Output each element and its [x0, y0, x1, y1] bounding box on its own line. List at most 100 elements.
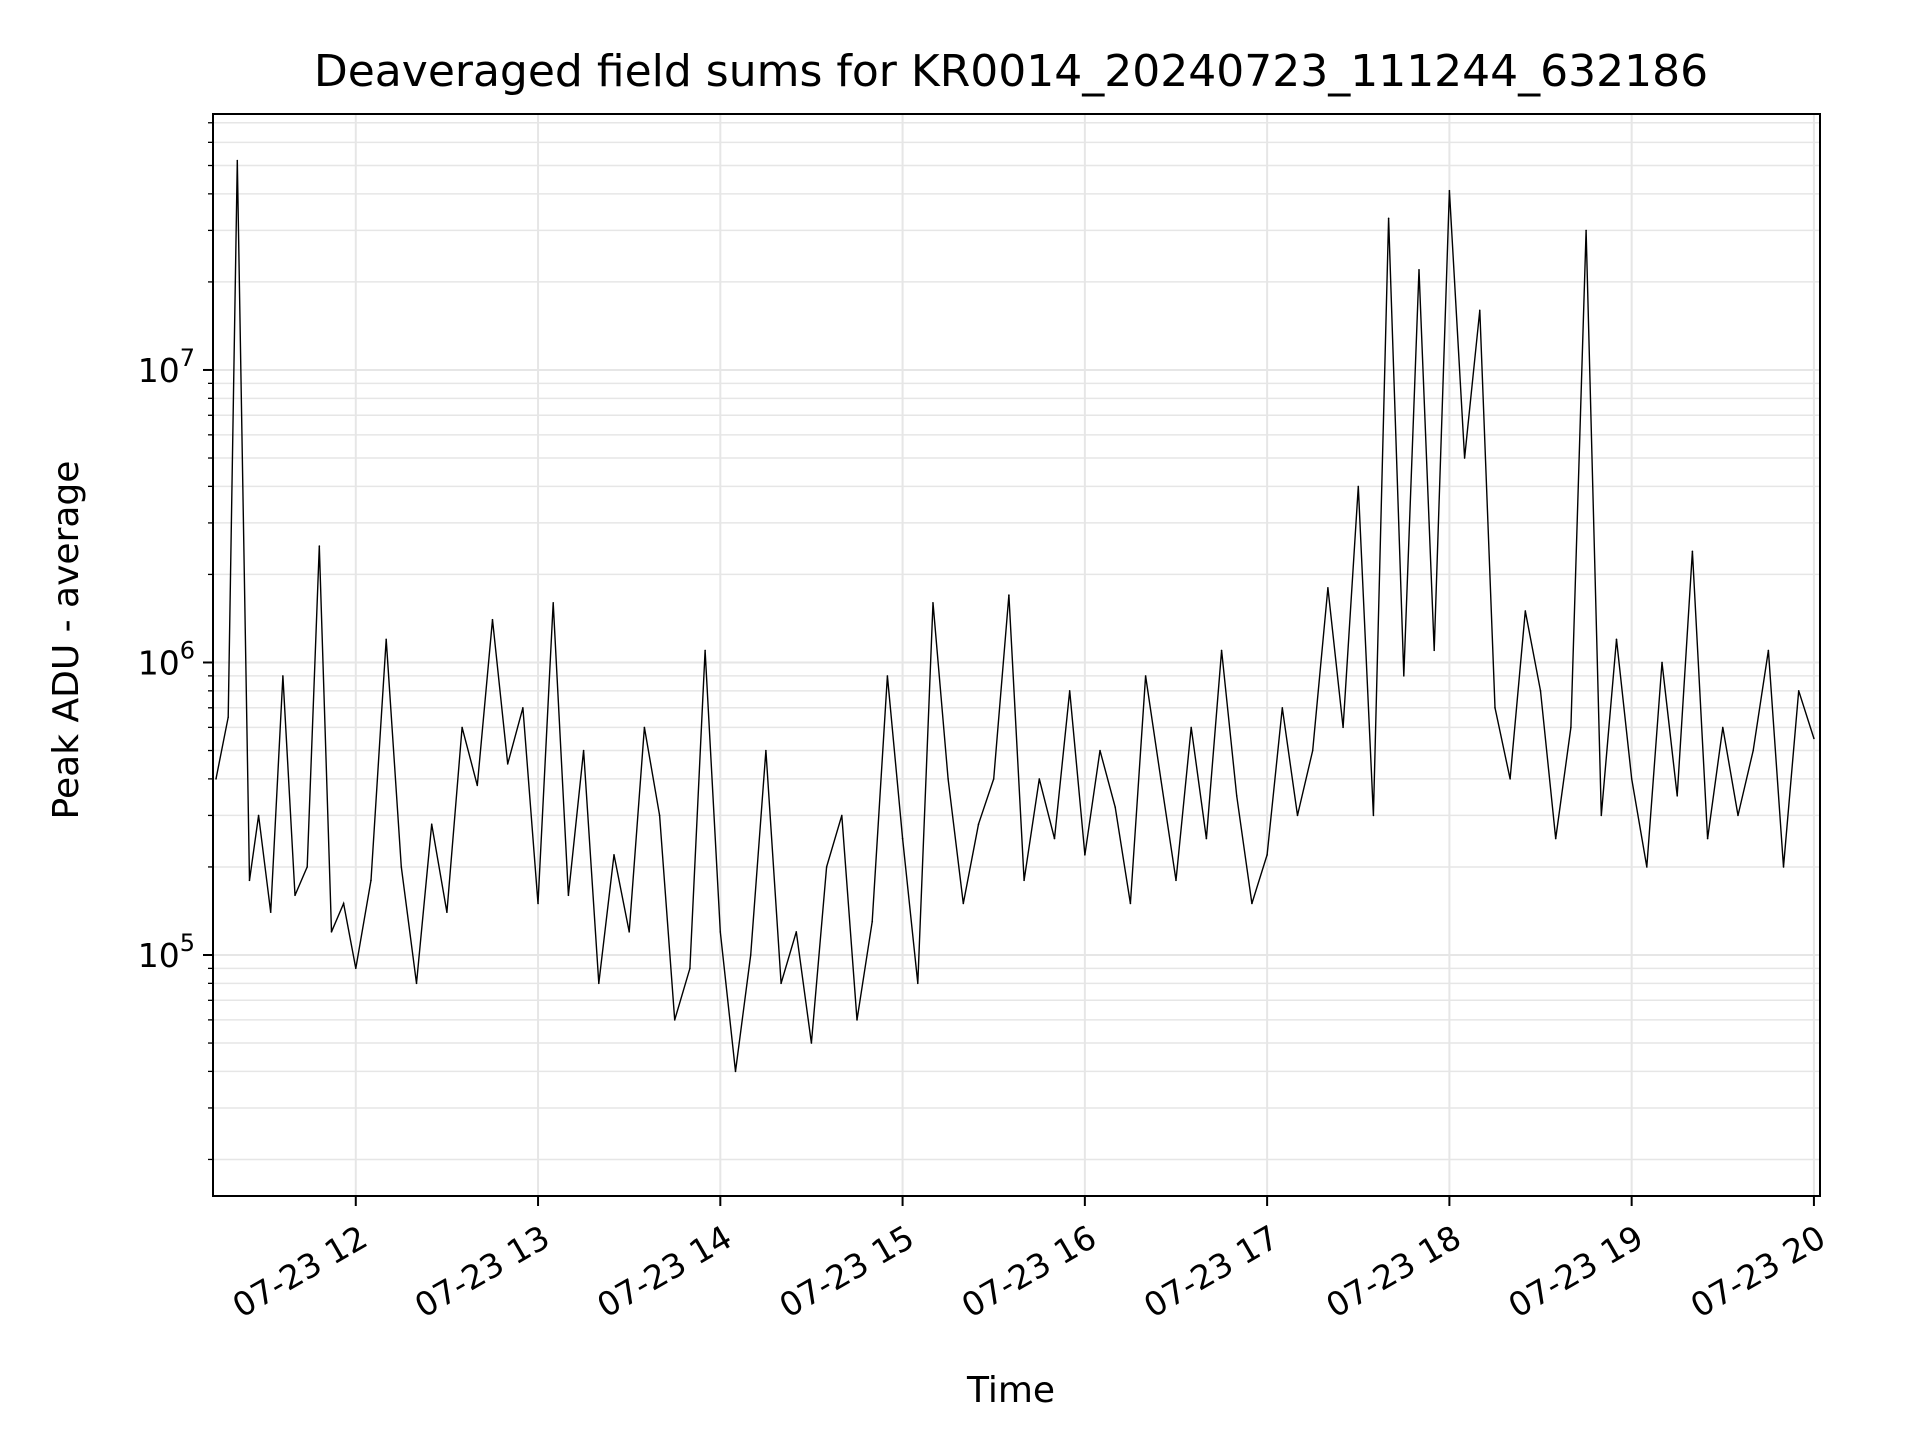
data-point	[947, 778, 949, 780]
data-point	[932, 601, 934, 604]
data-point	[1008, 594, 1010, 596]
data-point	[400, 866, 403, 868]
data-point	[1342, 726, 1344, 729]
data-point	[1159, 778, 1162, 780]
data-point	[248, 879, 251, 882]
data-point	[886, 675, 889, 677]
plot-frame	[212, 113, 1821, 1197]
data-point	[1266, 854, 1268, 856]
data-point	[1205, 837, 1208, 840]
data-point	[269, 911, 272, 914]
data-point	[1099, 749, 1101, 752]
data-point	[506, 763, 509, 765]
data-point	[1570, 726, 1572, 729]
data-point	[598, 982, 600, 985]
series-layer	[215, 159, 1815, 1073]
data-point	[491, 618, 494, 621]
data-point	[628, 931, 630, 933]
data-point	[1554, 837, 1557, 840]
data-point	[1311, 749, 1314, 752]
data-point	[430, 823, 433, 825]
data-point	[446, 911, 448, 914]
data-point	[1691, 550, 1694, 553]
data-point	[1190, 726, 1192, 729]
data-point	[1235, 795, 1238, 797]
data-point	[294, 894, 296, 897]
data-point	[977, 823, 980, 825]
data-point	[567, 894, 570, 897]
y-tick-label: 105	[138, 929, 195, 975]
data-point	[1387, 217, 1390, 220]
y-tick-label: 107	[138, 344, 195, 390]
y-axis-label: Peak ADU - average	[46, 461, 87, 820]
data-point	[765, 749, 767, 752]
data-point	[1068, 690, 1071, 692]
data-point	[1175, 879, 1177, 882]
chart-title: Deaveraged field sums for KR0014_2024072…	[314, 46, 1708, 97]
data-point	[330, 931, 333, 933]
data-point	[522, 706, 524, 709]
data-point	[306, 866, 308, 868]
data-point	[370, 879, 372, 882]
data-point	[354, 967, 357, 970]
data-point	[1721, 726, 1724, 729]
data-point	[962, 902, 965, 905]
data-point	[871, 920, 874, 923]
data-point	[658, 814, 661, 817]
data-point	[810, 1042, 813, 1044]
data-point	[1327, 587, 1329, 589]
data-point	[1084, 854, 1086, 856]
data-point	[1403, 675, 1405, 677]
data-point	[1813, 737, 1815, 740]
data-point	[1478, 309, 1481, 312]
data-point	[704, 649, 706, 652]
data-point	[1038, 778, 1041, 780]
data-point	[1251, 902, 1253, 905]
data-point	[1053, 837, 1056, 840]
data-point	[841, 814, 843, 817]
data-point	[385, 638, 387, 641]
data-point	[236, 159, 239, 162]
data-point	[1737, 814, 1739, 817]
data-point	[1418, 269, 1420, 271]
data-point	[795, 931, 798, 933]
data-point	[1372, 814, 1375, 817]
data-point	[342, 902, 345, 905]
data-point	[1296, 814, 1299, 817]
data-point	[856, 1019, 858, 1021]
data-point	[282, 675, 284, 677]
data-point	[1144, 675, 1147, 677]
data-point	[1463, 457, 1466, 459]
data-point	[689, 967, 691, 970]
data-point	[901, 837, 904, 840]
data-point	[719, 931, 722, 933]
data-point	[1129, 902, 1132, 905]
data-point	[318, 545, 321, 547]
y-axis: 105 106 107	[138, 344, 213, 975]
data-point	[1448, 189, 1451, 192]
data-point	[1630, 778, 1633, 780]
data-point	[1646, 866, 1648, 868]
data-point	[916, 982, 919, 985]
data-point	[1615, 638, 1618, 641]
data-point	[643, 726, 646, 729]
data-point	[1767, 649, 1770, 652]
data-point	[1281, 706, 1284, 709]
data-point	[1539, 690, 1542, 692]
data-point	[1524, 610, 1527, 612]
data-point	[780, 982, 782, 985]
data-point	[1023, 879, 1025, 882]
data-point	[673, 1019, 676, 1021]
data-point	[215, 778, 217, 780]
data-point	[582, 749, 585, 752]
data-point	[1494, 706, 1496, 709]
data-point	[1752, 749, 1754, 752]
data-point	[476, 784, 479, 787]
data-point	[227, 716, 229, 719]
data-point	[1357, 485, 1360, 488]
data-point	[1433, 649, 1435, 652]
data-point	[1600, 814, 1603, 817]
data-point	[552, 601, 555, 604]
x-axis-label: Time	[966, 1370, 1055, 1411]
